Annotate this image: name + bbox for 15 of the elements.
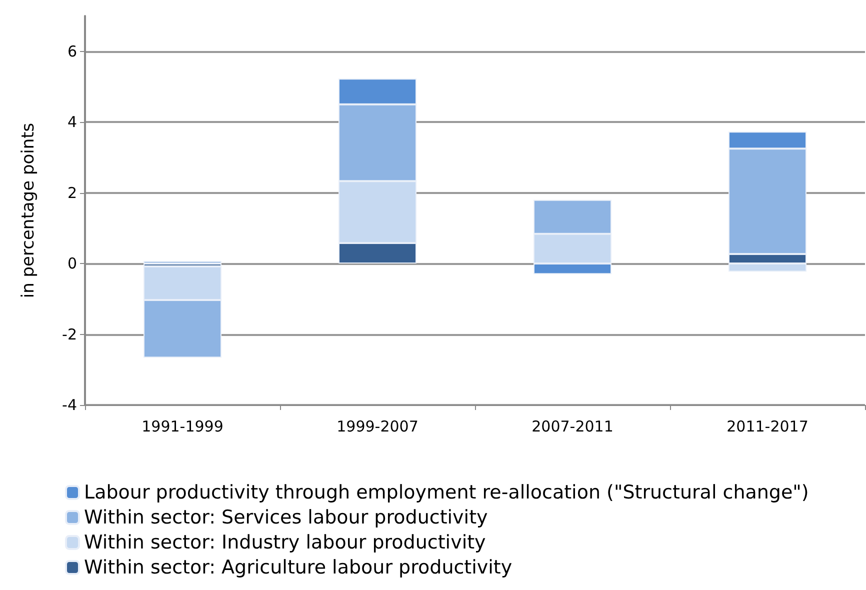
legend-label: Within sector: Industry labour productivity xyxy=(84,532,486,554)
legend-label: Within sector: Services labour productivity xyxy=(84,506,488,528)
y-tick-label: -2 xyxy=(62,325,77,344)
y-axis-title: in percentage points xyxy=(18,122,38,298)
y-tick-label: 4 xyxy=(67,113,77,132)
y-tick-label: 0 xyxy=(67,254,77,273)
x-tick-label: 1999-2007 xyxy=(336,418,418,436)
y-tick-label: 2 xyxy=(67,184,77,202)
legend-label: Within sector: Agriculture labour productivity xyxy=(84,556,512,578)
x-tick-label: 2007-2011 xyxy=(532,418,614,436)
x-tick-label: 1991-1999 xyxy=(142,418,224,436)
y-tick-label: 6 xyxy=(67,42,77,60)
y-tick-label: -4 xyxy=(62,396,77,414)
x-tick-label: 2011-2017 xyxy=(726,418,808,436)
legend-label: Labour productivity through employment re-allocation ("Structural change") xyxy=(84,482,809,504)
